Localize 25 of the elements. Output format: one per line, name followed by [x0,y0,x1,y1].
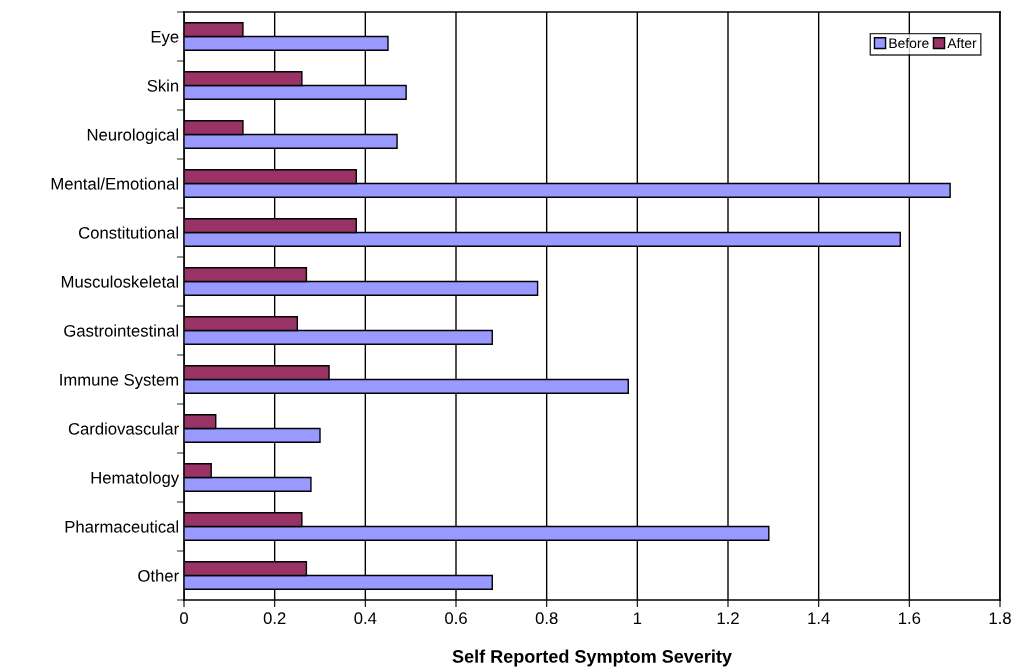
x-tick-label: 0 [180,612,188,625]
y-tick-label: Constitutional [79,226,179,239]
x-tick-label: 0.8 [535,612,558,625]
x-tick-label: 0.6 [445,612,467,625]
y-tick-label: Gastrointestinal [64,324,179,337]
x-axis-title: Self Reported Symptom Severity [452,649,732,667]
x-tick-label: 1.6 [899,612,921,625]
y-tick-label: Hematology [91,471,180,487]
x-tick-label: 1.2 [717,612,739,624]
y-tick-label: Other [138,569,179,582]
y-tick-label: Cardiovascular [68,422,179,435]
y-tick-label: Mental/Emotional [51,177,179,190]
x-tick-label: 1.4 [808,612,830,624]
x-tick-label: 1 [633,612,642,624]
y-tick-label: Musculoskeletal [61,275,179,288]
x-tick-label: 1.8 [989,612,1011,625]
legend-label: Before [889,37,929,49]
y-tick-label: Immune System [60,373,179,389]
x-tick-label: 0.4 [354,612,377,625]
x-tick-label: 0.2 [263,612,286,625]
y-tick-label: Skin [147,79,179,92]
y-tick-label: Eye [151,31,179,46]
y-tick-label: Pharmaceutical [65,520,179,533]
legend-label: After [947,37,977,49]
y-tick-label: Neurological [87,128,179,144]
